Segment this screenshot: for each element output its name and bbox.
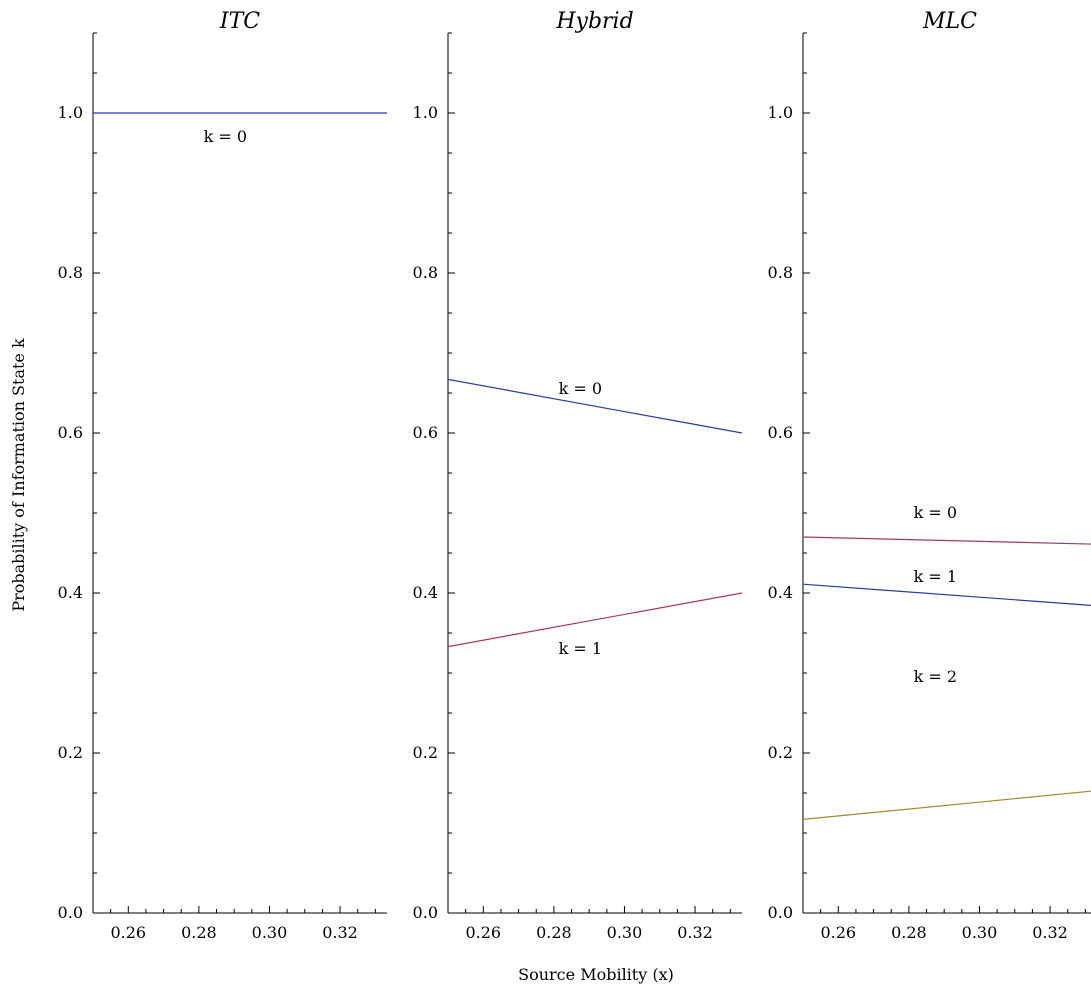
x-tick-label: 0.30 [252,923,288,942]
y-tick-label: 0.0 [768,903,793,922]
series-label: k = 0 [914,503,957,522]
panel-title: MLC [922,9,977,34]
series-line-1 [802,536,1091,545]
x-tick-label: 0.26 [110,923,146,942]
panel-3: MLC 0.0 0.2 0.4 0.6 0.8 1.0 0.26 0.28 0.30 0.32 k =… [768,9,1091,942]
y-tick-label: 1.0 [413,103,438,122]
x-tick-label: 0.26 [820,923,856,942]
series-label: k = 1 [914,567,957,586]
x-axis-title: Source Mobility (x) [518,965,674,984]
x-tick-label: 0.28 [181,923,217,942]
x-tick-label: 0.28 [891,923,927,942]
y-tick-label: 0.2 [768,743,793,762]
series-line-2 [447,592,743,648]
y-tick-label: 0.0 [413,903,438,922]
y-tick-label: 0.4 [413,583,438,602]
y-tick-label: 0.2 [58,743,83,762]
x-tick-label: 0.28 [536,923,572,942]
series-label: k = 2 [914,667,957,686]
series-label: k = 1 [559,639,602,658]
x-tick-label: 0.26 [465,923,501,942]
x-tick-label: 0.32 [1032,923,1068,942]
y-tick-label: 0.8 [413,263,438,282]
x-tick-label: 0.32 [322,923,358,942]
y-tick-label: 1.0 [58,103,83,122]
x-tick-label: 0.30 [962,923,998,942]
y-tick-label: 0.0 [58,903,83,922]
y-tick-label: 0.8 [58,263,83,282]
series-label: k = 0 [559,379,602,398]
series-line-3 [802,790,1091,820]
y-tick-label: 0.4 [768,583,793,602]
panel-title: ITC [219,9,260,34]
y-tick-label: 0.8 [768,263,793,282]
y-tick-label: 0.2 [413,743,438,762]
x-tick-label: 0.30 [607,923,643,942]
y-axis-title: Probability of Information State k [9,338,28,612]
y-tick-label: 0.6 [58,423,83,442]
series-line-2 [802,583,1091,606]
y-tick-label: 0.6 [413,423,438,442]
series-line-1 [447,378,743,434]
panel-title: Hybrid [555,9,633,34]
series-label: k = 0 [204,127,247,146]
y-tick-label: 1.0 [768,103,793,122]
y-tick-label: 0.6 [768,423,793,442]
x-tick-label: 0.32 [677,923,713,942]
panel-2: Hybrid 0.0 0.2 0.4 0.6 0.8 1.0 0.26 0.28 0.30 0.32… [413,9,743,942]
panel-1: ITC 0.0 0.2 0.4 0.6 0.8 1.0 0.26 0.28 0.30 0.32 k =… [58,9,387,942]
y-tick-label: 0.4 [58,583,83,602]
